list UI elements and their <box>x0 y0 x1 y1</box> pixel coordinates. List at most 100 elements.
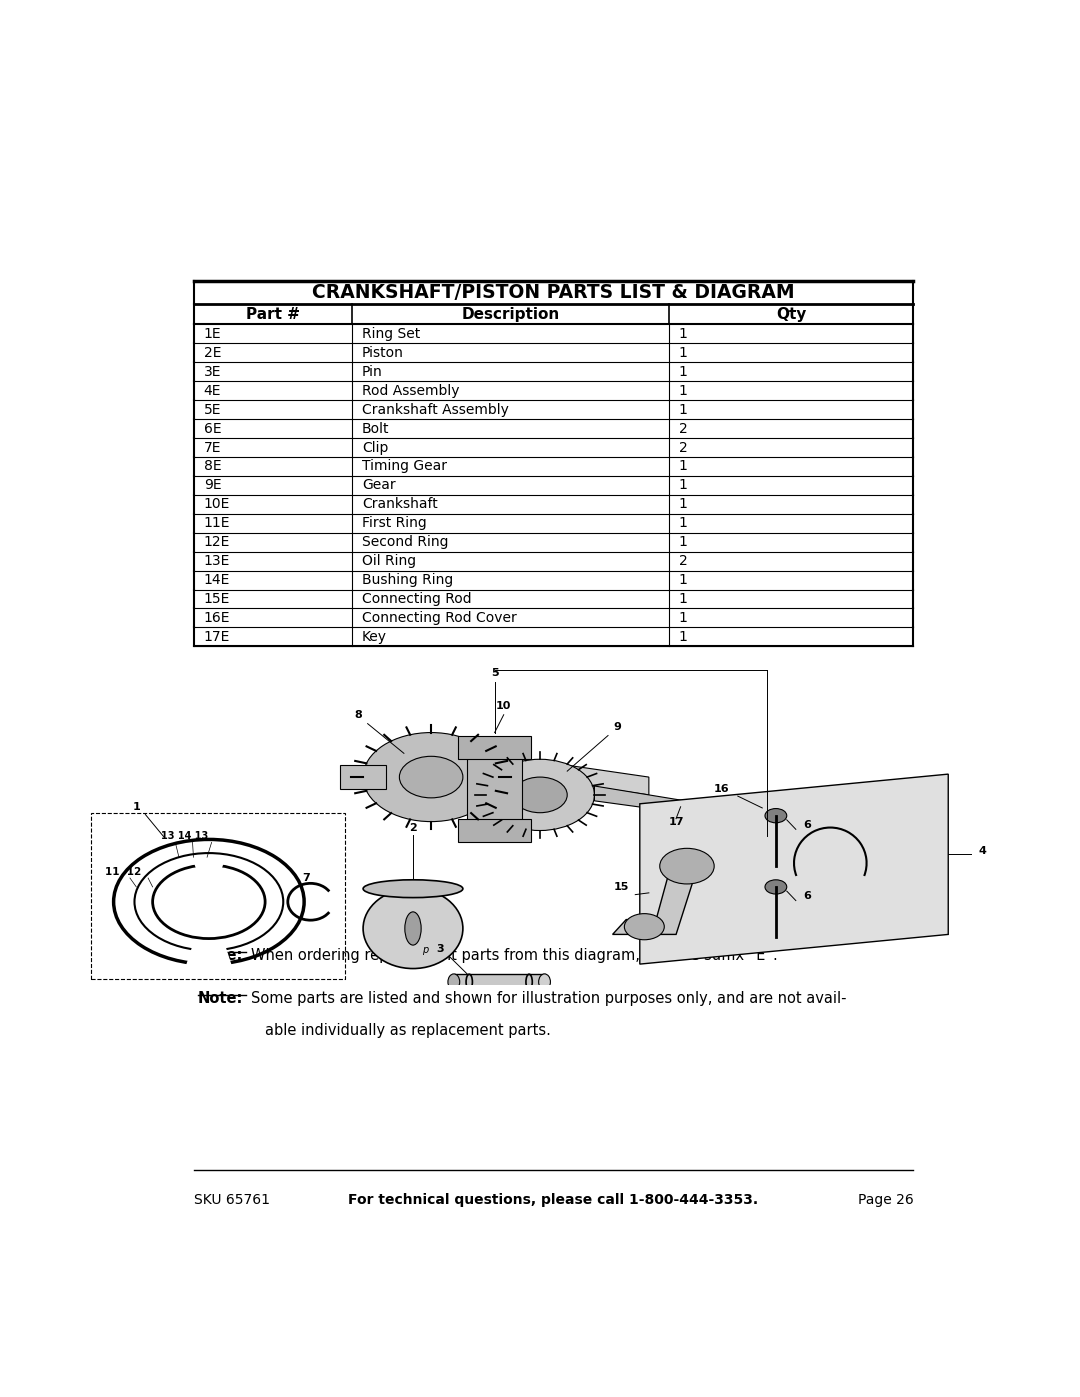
Text: First Ring: First Ring <box>362 517 427 531</box>
Polygon shape <box>458 735 531 760</box>
Polygon shape <box>468 747 522 837</box>
Polygon shape <box>340 766 386 789</box>
Circle shape <box>400 756 463 798</box>
Text: 1: 1 <box>678 478 688 492</box>
Ellipse shape <box>363 880 463 898</box>
Text: 6: 6 <box>804 891 811 901</box>
Text: 2: 2 <box>678 422 688 436</box>
Text: 15: 15 <box>613 882 630 891</box>
Text: 5E: 5E <box>204 402 221 416</box>
Text: 4E: 4E <box>204 384 221 398</box>
Text: 2: 2 <box>678 555 688 569</box>
Text: Oil Ring: Oil Ring <box>362 555 416 569</box>
Text: 11  12: 11 12 <box>105 868 140 877</box>
Text: Bolt: Bolt <box>362 422 390 436</box>
Polygon shape <box>612 863 699 935</box>
Text: 8: 8 <box>354 710 363 719</box>
Text: 4: 4 <box>978 847 987 856</box>
Text: 1: 1 <box>678 384 688 398</box>
Text: Qty: Qty <box>775 307 807 321</box>
Text: 1: 1 <box>678 346 688 360</box>
Text: 5: 5 <box>490 668 499 678</box>
Text: Gear: Gear <box>362 478 395 492</box>
Text: 1: 1 <box>678 327 688 341</box>
Text: 10E: 10E <box>204 497 230 511</box>
Text: 17E: 17E <box>204 630 230 644</box>
Text: 1: 1 <box>678 402 688 416</box>
Text: Rod Assembly: Rod Assembly <box>362 384 459 398</box>
Wedge shape <box>188 943 230 967</box>
Text: 1: 1 <box>678 497 688 511</box>
Polygon shape <box>404 742 649 795</box>
Text: Piston: Piston <box>362 346 404 360</box>
Circle shape <box>513 777 567 813</box>
Polygon shape <box>454 974 544 989</box>
Text: 16E: 16E <box>204 610 230 624</box>
Text: 1: 1 <box>678 592 688 606</box>
Ellipse shape <box>539 974 551 990</box>
Text: 9E: 9E <box>204 478 221 492</box>
Text: Part #: Part # <box>246 307 300 321</box>
Text: Clip: Clip <box>362 440 389 454</box>
Polygon shape <box>458 819 531 842</box>
Ellipse shape <box>448 974 460 990</box>
Text: Connecting Rod: Connecting Rod <box>362 592 472 606</box>
Ellipse shape <box>486 759 594 830</box>
Text: 13 14 13: 13 14 13 <box>161 831 208 841</box>
Circle shape <box>765 809 786 823</box>
Text: 6E: 6E <box>204 422 221 436</box>
Text: 1: 1 <box>678 535 688 549</box>
Text: Second Ring: Second Ring <box>362 535 448 549</box>
Text: 1: 1 <box>678 573 688 587</box>
Text: 2: 2 <box>678 440 688 454</box>
Text: Page 26: Page 26 <box>858 1193 914 1207</box>
Bar <box>91 813 345 979</box>
Text: 2E: 2E <box>204 346 221 360</box>
Text: Pin: Pin <box>362 365 382 379</box>
Text: Note:: Note: <box>198 990 243 1006</box>
Text: Crankshaft Assembly: Crankshaft Assembly <box>362 402 509 416</box>
Text: 8E: 8E <box>204 460 221 474</box>
Text: p: p <box>421 946 428 956</box>
Text: 2: 2 <box>409 823 417 833</box>
Ellipse shape <box>405 912 421 946</box>
Text: 9: 9 <box>613 722 621 732</box>
Text: 11E: 11E <box>204 517 230 531</box>
Circle shape <box>765 880 786 894</box>
Text: 1: 1 <box>678 517 688 531</box>
Text: Ring Set: Ring Set <box>362 327 420 341</box>
Text: 15E: 15E <box>204 592 230 606</box>
Text: Bushing Ring: Bushing Ring <box>362 573 454 587</box>
Polygon shape <box>594 787 703 816</box>
Text: Description: Description <box>461 307 559 321</box>
Text: 16: 16 <box>714 784 729 793</box>
Text: 10: 10 <box>496 701 512 711</box>
Text: 1: 1 <box>678 460 688 474</box>
Text: 1: 1 <box>133 802 140 812</box>
Text: 3E: 3E <box>204 365 221 379</box>
Text: 13E: 13E <box>204 555 230 569</box>
Text: Key: Key <box>362 630 387 644</box>
Text: Timing Gear: Timing Gear <box>362 460 447 474</box>
Text: Some parts are listed and shown for illustration purposes only, and are not avai: Some parts are listed and shown for illu… <box>251 990 846 1006</box>
Polygon shape <box>639 774 948 964</box>
Text: For technical questions, please call 1-800-444-3353.: For technical questions, please call 1-8… <box>349 1193 758 1207</box>
Text: 1E: 1E <box>204 327 221 341</box>
Ellipse shape <box>363 732 499 821</box>
Text: 12E: 12E <box>204 535 230 549</box>
Text: 3: 3 <box>436 944 444 954</box>
Text: Note:: Note: <box>198 947 243 963</box>
Wedge shape <box>197 862 221 876</box>
Circle shape <box>624 914 664 940</box>
Text: 1: 1 <box>678 365 688 379</box>
Text: 7E: 7E <box>204 440 221 454</box>
Text: 1: 1 <box>678 610 688 624</box>
Text: When ordering replacement parts from this diagram, use the suffix “E”.: When ordering replacement parts from thi… <box>251 947 778 963</box>
Ellipse shape <box>363 888 463 968</box>
Text: 6: 6 <box>804 820 811 830</box>
Text: CRANKSHAFT/PISTON PARTS LIST & DIAGRAM: CRANKSHAFT/PISTON PARTS LIST & DIAGRAM <box>312 284 795 302</box>
Text: Connecting Rod Cover: Connecting Rod Cover <box>362 610 516 624</box>
Text: Crankshaft: Crankshaft <box>362 497 437 511</box>
Text: 1: 1 <box>678 630 688 644</box>
Text: 17: 17 <box>669 817 684 827</box>
